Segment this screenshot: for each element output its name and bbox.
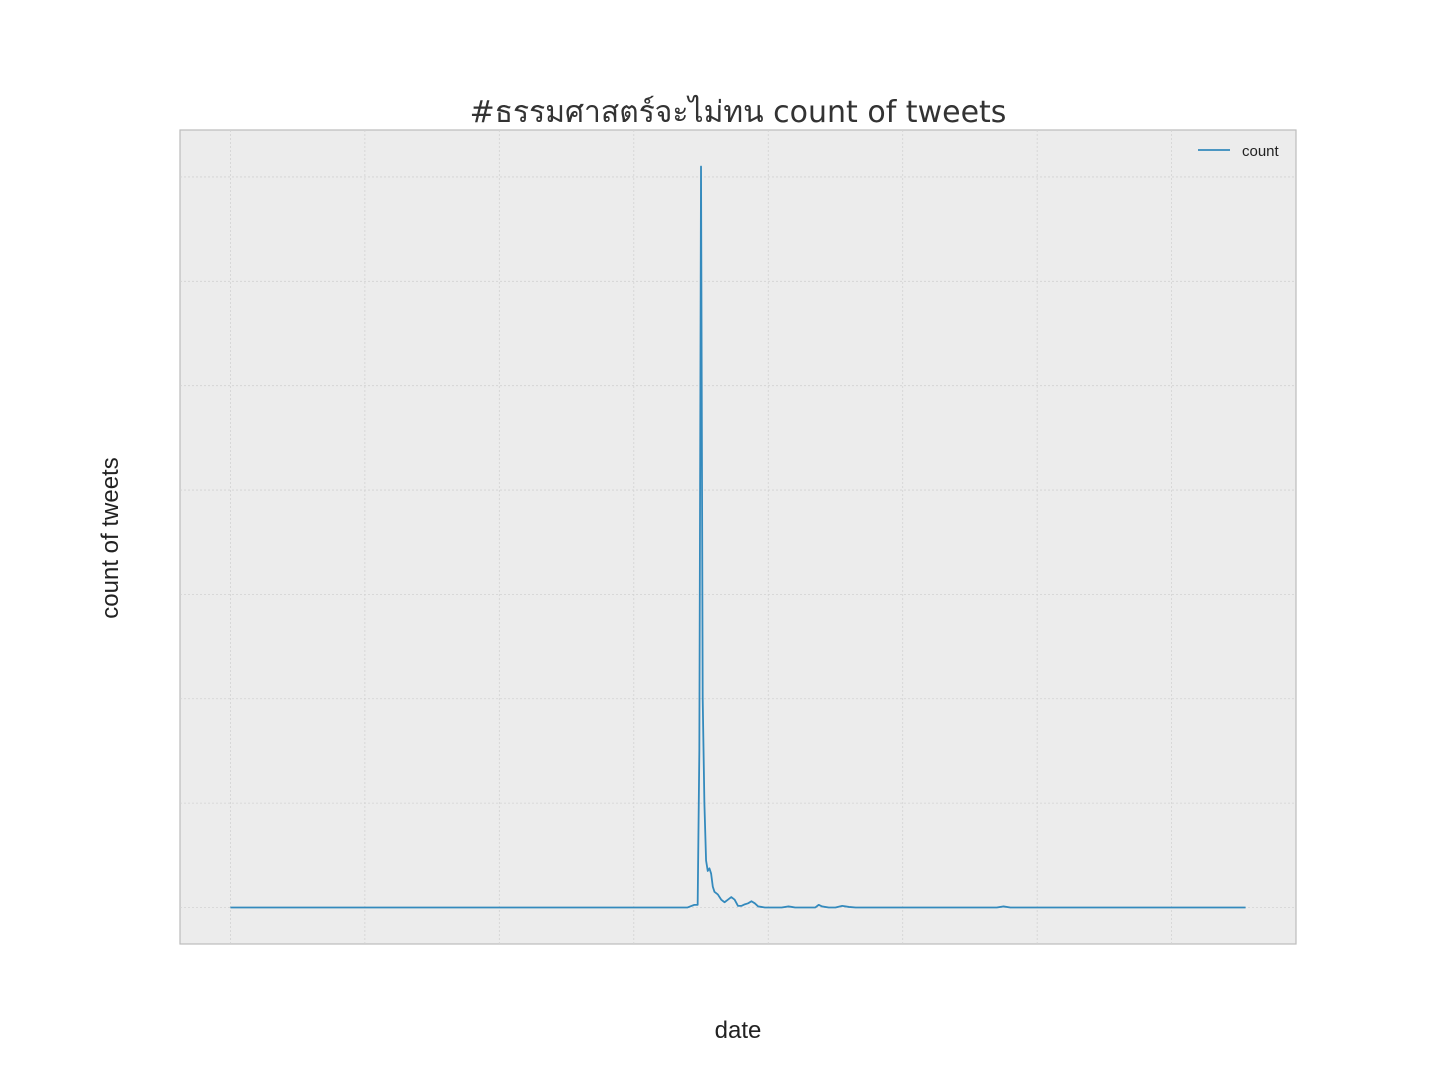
grid xyxy=(180,130,1296,944)
legend-label-count: count xyxy=(1242,143,1280,160)
chart-title: #ธรรมศาสตร์จะไม่ทน count of tweets xyxy=(470,94,1007,130)
x-axis-label: date xyxy=(715,1017,762,1044)
plot-area xyxy=(179,129,1297,945)
y-axis-label: count of tweets xyxy=(97,457,124,618)
legend: count xyxy=(1198,143,1280,160)
series-line-count xyxy=(230,165,1246,909)
